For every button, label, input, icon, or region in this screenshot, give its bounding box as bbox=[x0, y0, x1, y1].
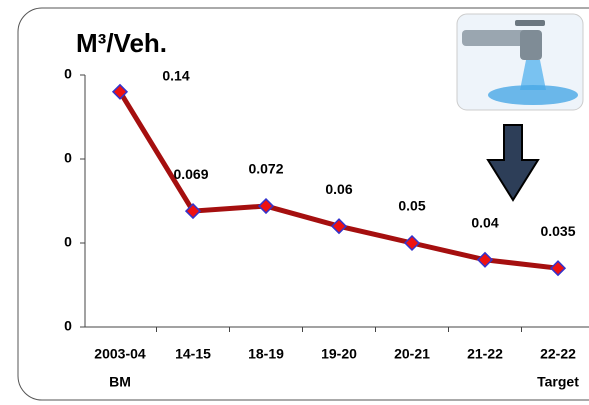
chart-title: M³/Veh. bbox=[76, 28, 167, 58]
x-tick-label: 14-15 bbox=[175, 346, 211, 362]
x-tick-label: 19-20 bbox=[321, 346, 357, 362]
faucet-icon bbox=[457, 14, 583, 110]
value-label: 0.14 bbox=[162, 68, 189, 84]
value-label: 0.072 bbox=[248, 161, 283, 177]
x-tick-label: 2003-04 bbox=[94, 346, 146, 362]
value-label: 0.035 bbox=[540, 223, 575, 239]
y-tick-label: 0 bbox=[64, 234, 72, 250]
x-tick-label: 20-21 bbox=[394, 346, 430, 362]
chart: M³/Veh. 0 0 0 0 2003-04 BM 14-15 18-19 19-20 20-2… bbox=[0, 0, 589, 405]
value-label: 0.04 bbox=[471, 215, 498, 231]
y-tick-label: 0 bbox=[64, 150, 72, 166]
y-tick-label: 0 bbox=[64, 66, 72, 82]
value-label: 0.05 bbox=[398, 198, 425, 214]
x-tick-sublabel: BM bbox=[109, 374, 131, 390]
x-tick-label: 22-22 bbox=[540, 346, 576, 362]
value-label: 0.069 bbox=[173, 166, 208, 182]
y-tick-label: 0 bbox=[64, 318, 72, 334]
x-tick-label: 18-19 bbox=[248, 346, 284, 362]
value-label: 0.06 bbox=[325, 181, 352, 197]
x-tick-sublabel: Target bbox=[537, 374, 579, 390]
x-tick-label: 21-22 bbox=[467, 346, 503, 362]
